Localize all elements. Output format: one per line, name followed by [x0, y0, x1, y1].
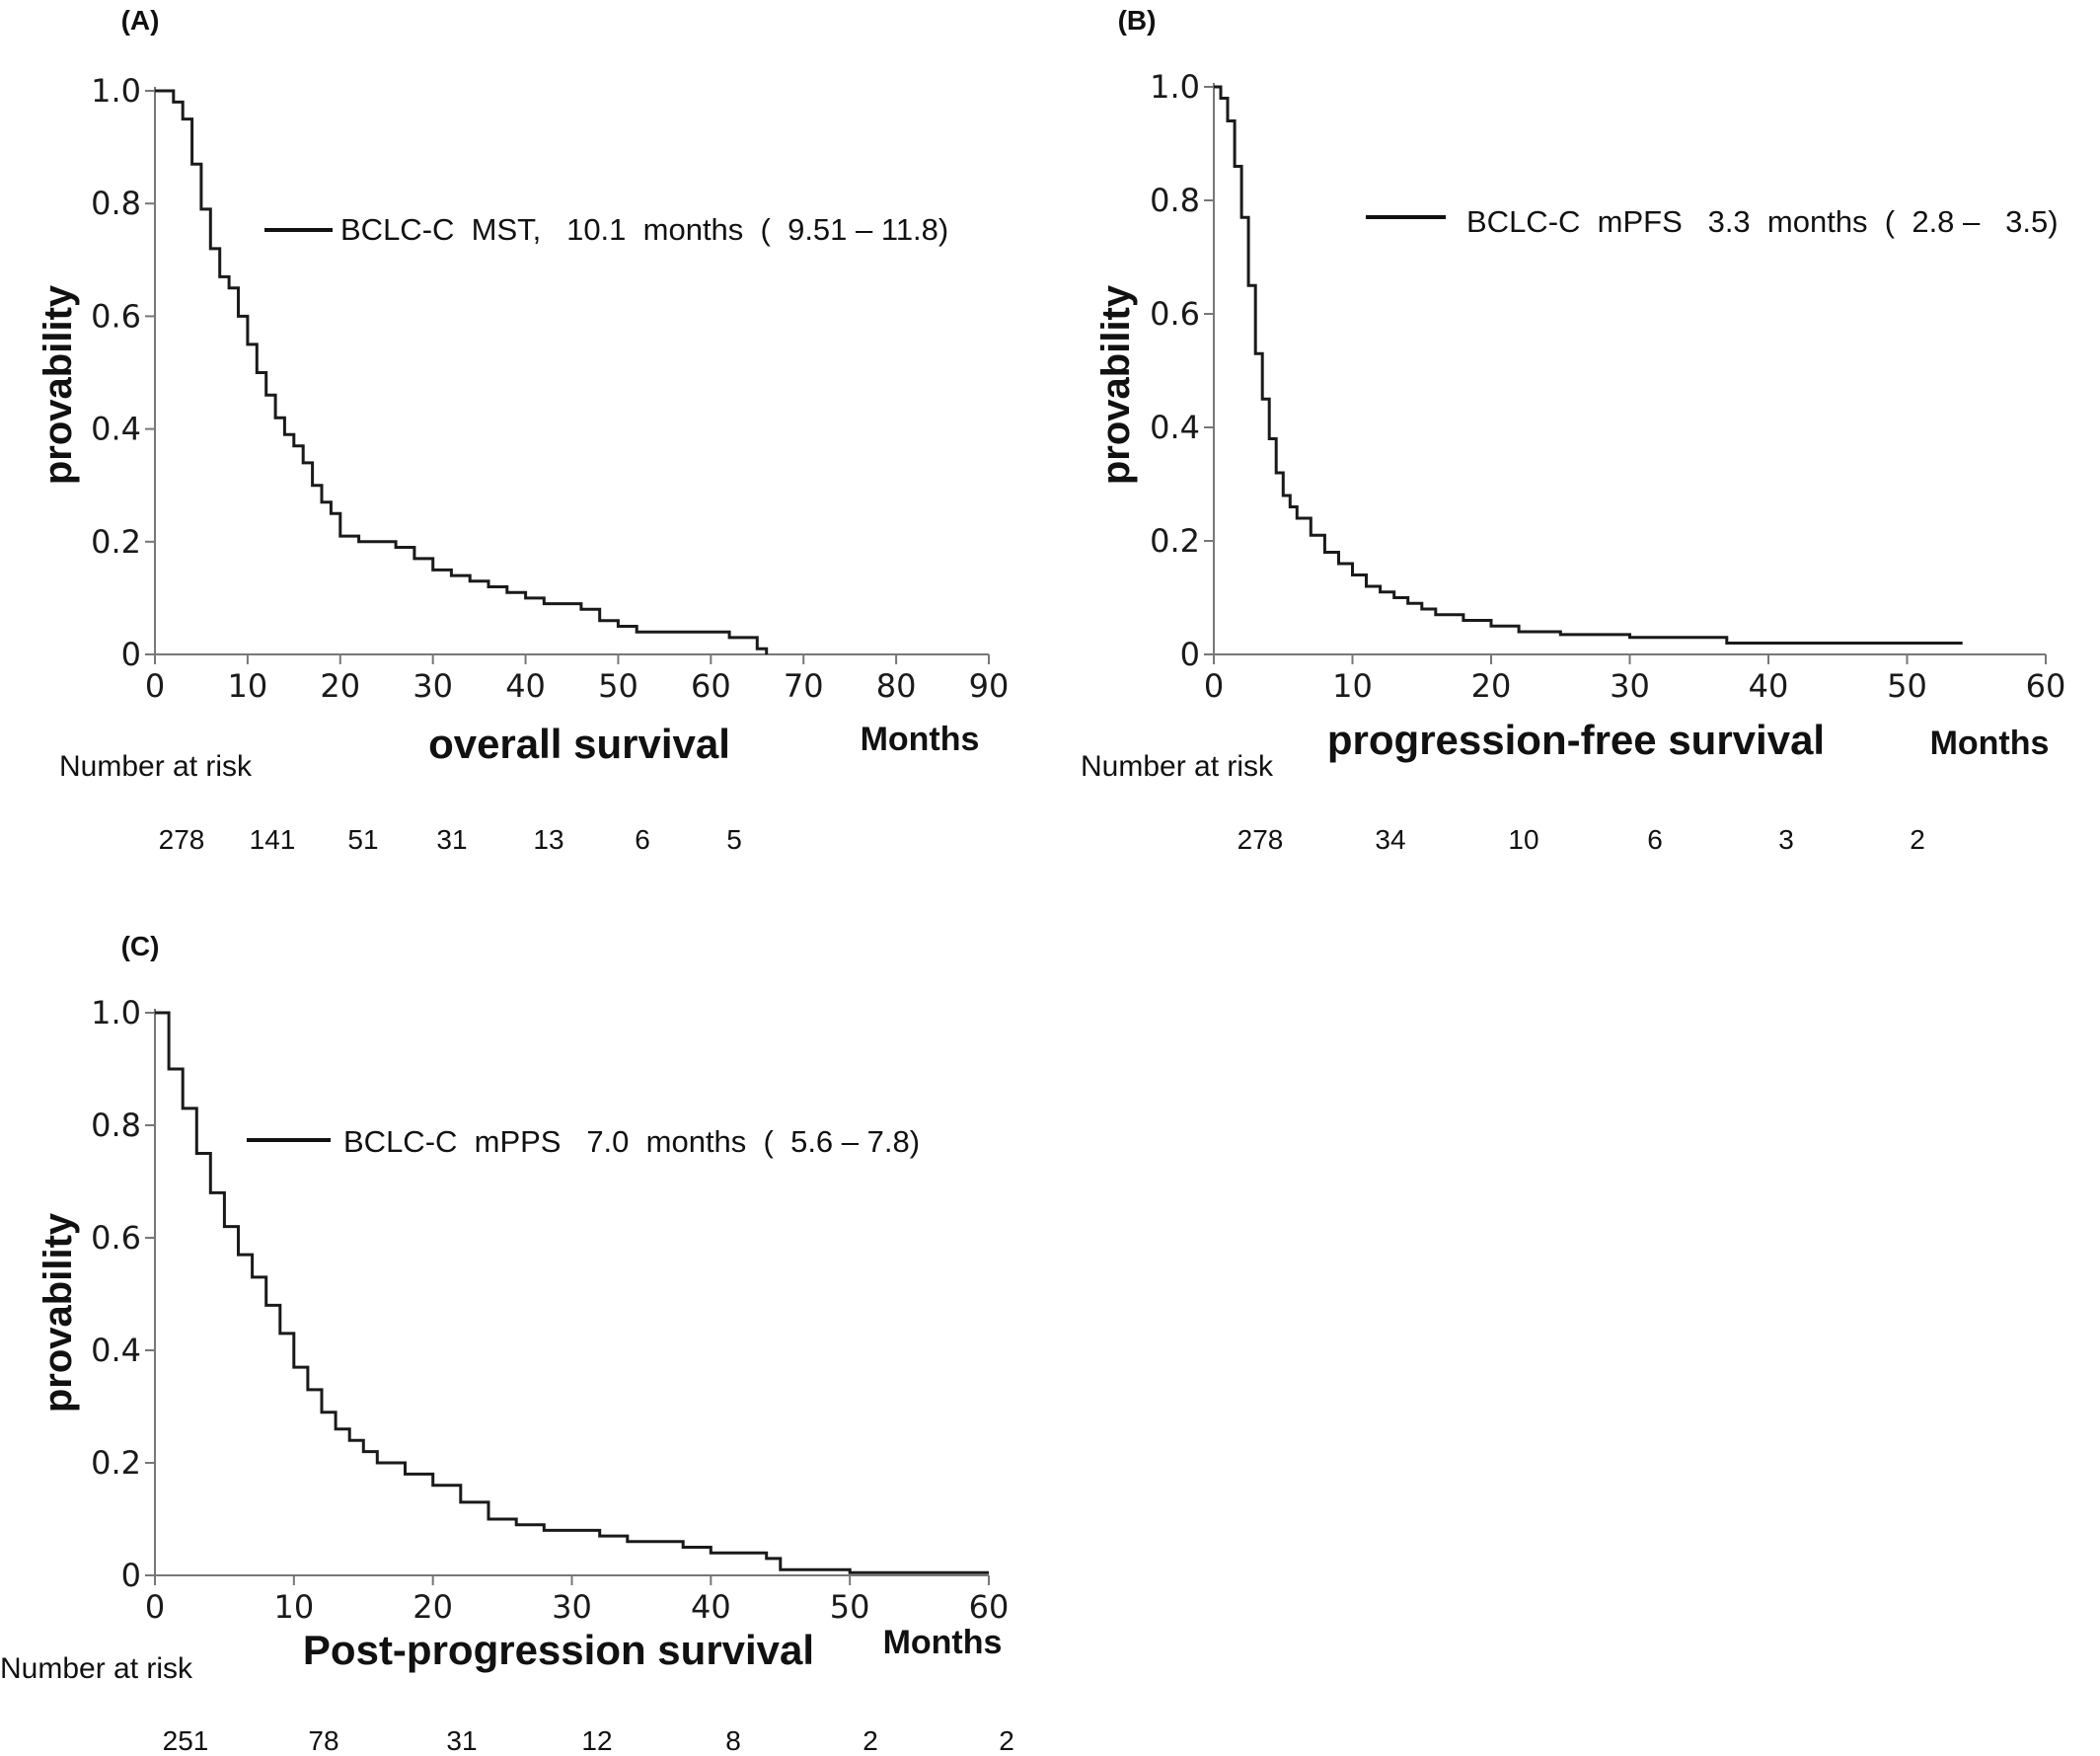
risk-table-label: Number at risk — [59, 750, 253, 783]
chart-title: progression-free survival — [1327, 717, 1825, 763]
survival-curve — [1214, 85, 1963, 645]
risk-table-label: Number at risk — [0, 1652, 193, 1685]
x-axis-label: Months — [883, 1624, 1003, 1661]
x-tick-label: 10 — [1332, 667, 1373, 705]
x-tick-label: 20 — [412, 1588, 453, 1626]
y-tick-label: 0.2 — [1150, 522, 1200, 560]
risk-count: 251 — [163, 1725, 209, 1756]
x-tick-label: 60 — [691, 667, 731, 705]
risk-count: 31 — [446, 1725, 477, 1756]
x-tick-label: 50 — [598, 667, 638, 705]
survival-curve — [155, 1011, 989, 1574]
chart-title: overall survival — [428, 721, 730, 767]
y-tick-label: 0.2 — [91, 523, 141, 561]
x-tick-label: 80 — [876, 667, 917, 705]
risk-count: 2 — [999, 1725, 1014, 1756]
risk-table-label: Number at risk — [1081, 750, 1274, 783]
panel-label: (C) — [121, 931, 160, 961]
x-axis-label: Months — [861, 721, 980, 758]
x-tick-label: 90 — [969, 667, 1010, 705]
risk-count: 141 — [250, 824, 296, 855]
y-tick-label: 0.4 — [1150, 409, 1200, 446]
x-tick-label: 60 — [2026, 667, 2066, 705]
y-tick-label: 0 — [1180, 636, 1200, 673]
panel-a: (A) 0 0.2 0.4 0.6 0.8 1.0 0 10 20 30 40 50 60 70 80 90 pr… — [37, 5, 1009, 855]
risk-count: 6 — [635, 824, 650, 855]
x-tick-label: 0 — [1204, 667, 1224, 705]
legend-label: BCLC-C mPFS 3.3 months ( 2.8 – 3.5) — [1466, 204, 2059, 239]
y-tick-label: 1.0 — [91, 72, 141, 110]
risk-count: 34 — [1375, 824, 1405, 855]
risk-count: 51 — [347, 824, 378, 855]
survival-curve — [155, 89, 769, 654]
y-axis-label: provability — [37, 1212, 80, 1412]
x-axis-label: Months — [1930, 725, 2050, 762]
y-tick-label: 1.0 — [1150, 68, 1200, 106]
panel-b: (B) 0 0.2 0.4 0.6 0.8 1.0 0 10 20 30 40 50 60 provabil… — [1081, 5, 2065, 855]
x-tick-label: 0 — [145, 667, 165, 705]
y-tick-label: 0.8 — [91, 185, 141, 222]
panel-c: (C) 0 0.2 0.4 0.6 0.8 1.0 0 10 20 30 40 50 60 provabil… — [0, 931, 1014, 1756]
panel-label: (A) — [121, 5, 160, 36]
x-tick-label: 20 — [1471, 667, 1512, 705]
x-tick-label: 50 — [830, 1588, 870, 1626]
risk-count: 278 — [159, 824, 205, 855]
risk-count: 2 — [1910, 824, 1925, 855]
x-tick-label: 10 — [273, 1588, 314, 1626]
x-tick-label: 0 — [145, 1588, 165, 1626]
risk-count: 3 — [1778, 824, 1794, 855]
y-tick-label: 0.4 — [91, 1332, 141, 1369]
y-tick-label: 0.8 — [1150, 182, 1200, 219]
x-tick-label: 50 — [1887, 667, 1927, 705]
legend-label: BCLC-C mPPS 7.0 months ( 5.6 – 7.8) — [343, 1124, 920, 1159]
risk-count: 78 — [308, 1725, 338, 1756]
risk-count: 13 — [533, 824, 563, 855]
y-axis-label: provability — [37, 284, 80, 485]
risk-count: 31 — [436, 824, 467, 855]
y-tick-label: 0.8 — [91, 1107, 141, 1144]
risk-count: 10 — [1508, 824, 1538, 855]
x-tick-label: 10 — [228, 667, 268, 705]
x-tick-label: 40 — [1749, 667, 1789, 705]
risk-count: 6 — [1647, 824, 1663, 855]
risk-count: 12 — [581, 1725, 612, 1756]
x-tick-label: 40 — [691, 1588, 731, 1626]
x-tick-label: 30 — [1610, 667, 1650, 705]
x-tick-label: 30 — [412, 667, 453, 705]
y-tick-label: 0.4 — [91, 411, 141, 448]
x-tick-label: 20 — [320, 667, 360, 705]
risk-count: 5 — [726, 824, 742, 855]
y-tick-label: 0 — [121, 636, 141, 673]
x-tick-label: 40 — [505, 667, 546, 705]
x-tick-label: 60 — [969, 1588, 1010, 1626]
risk-count: 2 — [862, 1725, 878, 1756]
legend-label: BCLC-C MST, 10.1 months ( 9.51 – 11.8) — [340, 212, 948, 247]
y-tick-label: 0.6 — [91, 1219, 141, 1257]
y-tick-label: 0.2 — [91, 1444, 141, 1482]
chart-title: Post-progression survival — [303, 1627, 814, 1673]
y-tick-label: 1.0 — [91, 994, 141, 1031]
x-tick-label: 30 — [552, 1588, 592, 1626]
y-tick-label: 0.6 — [1150, 295, 1200, 333]
y-tick-label: 0 — [121, 1557, 141, 1594]
risk-count: 8 — [725, 1725, 741, 1756]
y-axis-label: provability — [1094, 284, 1138, 485]
risk-count: 278 — [1238, 824, 1284, 855]
y-tick-label: 0.6 — [91, 297, 141, 335]
x-tick-label: 70 — [784, 667, 824, 705]
panel-label: (B) — [1118, 5, 1157, 36]
